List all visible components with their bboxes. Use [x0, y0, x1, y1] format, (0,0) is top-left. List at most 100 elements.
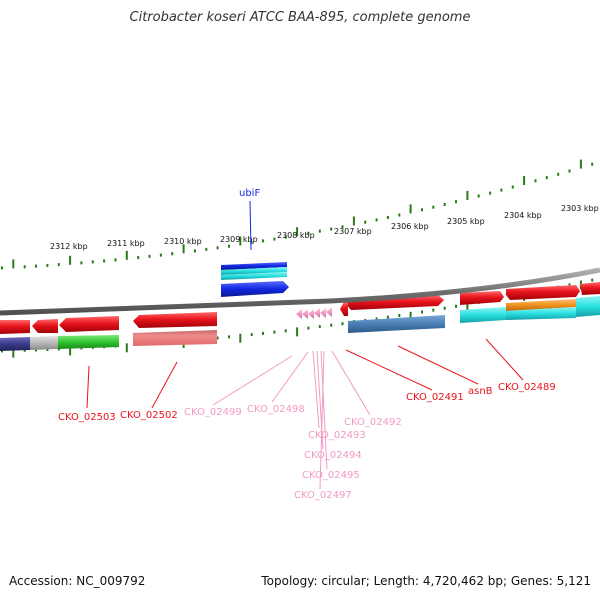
ruler-minor-tick — [148, 254, 151, 258]
ruler-minor-tick — [341, 225, 344, 229]
ruler-minor-tick — [193, 249, 196, 253]
gene-navy[interactable] — [0, 337, 30, 351]
gene-label-CKO_02502[interactable]: CKO_02502 — [120, 410, 178, 421]
gene-pink-arrow[interactable] — [302, 309, 308, 319]
ruler-minor-tick — [318, 325, 321, 329]
ruler-label: 2306 kbp — [391, 222, 429, 231]
ruler-minor-tick — [511, 185, 514, 189]
ruler-minor-tick — [228, 244, 230, 248]
ruler-major-tick — [466, 190, 469, 200]
ruler-minor-tick — [545, 176, 548, 180]
ruler-minor-tick — [455, 200, 457, 204]
gene-label-CKO_02495[interactable]: CKO_02495 — [302, 470, 360, 481]
gene-red-small[interactable] — [340, 302, 348, 316]
ruler-minor-tick — [568, 283, 571, 287]
genome-summary-text: Topology: circular; Length: 4,720,462 bp… — [261, 574, 591, 588]
ruler-minor-tick — [500, 188, 503, 192]
ruler-minor-tick — [330, 227, 333, 231]
ruler-minor-tick — [477, 194, 480, 198]
gene-red-arrow[interactable] — [32, 319, 58, 333]
ruler-minor-tick — [375, 317, 378, 321]
gene-green[interactable] — [58, 335, 119, 349]
ruler-minor-tick — [443, 203, 446, 206]
ruler-minor-tick — [432, 308, 435, 312]
ruler-minor-tick — [1, 266, 3, 270]
gene-red-arrow[interactable] — [580, 282, 600, 295]
ruler-minor-tick — [432, 205, 435, 209]
gene-label-CKO_02503[interactable]: CKO_02503 — [58, 412, 116, 423]
outer-ruler — [1, 159, 594, 270]
gene-grey[interactable] — [30, 336, 58, 350]
ruler-minor-tick — [250, 241, 253, 245]
ruler-major-tick — [352, 216, 355, 226]
accession-text: Accession: NC_009792 — [9, 574, 146, 588]
gene-pink-arrow[interactable] — [320, 308, 326, 318]
ruler-minor-tick — [137, 256, 140, 260]
gene-label-ubiF[interactable]: ubiF — [239, 188, 260, 199]
ruler-major-tick — [239, 333, 242, 343]
gene-label-CKO_02492[interactable]: CKO_02492 — [344, 417, 402, 428]
ruler-minor-tick — [216, 336, 219, 340]
ruler-major-tick — [409, 311, 412, 321]
ruler-major-tick — [239, 236, 242, 246]
ruler-minor-tick — [386, 215, 389, 219]
ruler-minor-tick — [318, 229, 321, 233]
ruler-label: 2311 kbp — [107, 239, 145, 248]
gene-pink-arrow[interactable] — [314, 308, 320, 318]
ruler-major-tick — [182, 244, 185, 254]
gene-cyan[interactable] — [506, 307, 576, 320]
gene-pink-arrow[interactable] — [296, 309, 302, 319]
gene-cyan[interactable] — [460, 307, 506, 323]
ruler-major-tick — [12, 348, 15, 358]
ruler-minor-tick — [23, 265, 26, 269]
ruler-minor-tick — [159, 253, 162, 257]
ruler-minor-tick — [114, 258, 117, 262]
gene-ubiF-cyan-2 — [221, 272, 287, 280]
gene-label-asnB[interactable]: asnB — [468, 386, 493, 397]
gene-steel[interactable] — [348, 315, 445, 333]
gene-label-CKO_02489[interactable]: CKO_02489 — [498, 382, 556, 393]
ruler-minor-tick — [216, 246, 219, 250]
gene-label-CKO_02493[interactable]: CKO_02493 — [308, 430, 366, 441]
ruler-minor-tick — [534, 179, 537, 183]
gene-red-arrow[interactable] — [133, 312, 217, 328]
gene-label-CKO_02494[interactable]: CKO_02494 — [304, 450, 362, 461]
ruler-minor-tick — [284, 329, 287, 333]
gene-pink-arrow[interactable] — [308, 309, 314, 319]
gene-label-CKO_02498[interactable]: CKO_02498 — [247, 404, 305, 415]
ruler-minor-tick — [273, 237, 276, 241]
reverse-strand — [0, 296, 600, 351]
ruler-minor-tick — [103, 259, 106, 263]
ruler-minor-tick — [591, 278, 594, 282]
gene-label-CKO_02499[interactable]: CKO_02499 — [184, 407, 242, 418]
ruler-minor-tick — [421, 208, 423, 212]
ruler-major-tick — [466, 302, 469, 312]
leader-lines — [86, 200, 524, 490]
ruler-minor-tick — [455, 304, 457, 308]
gene-labels: ubiF CKO_02503 CKO_02502 CKO_02499 CKO_0… — [58, 188, 556, 501]
gene-label-CKO_02497[interactable]: CKO_02497 — [294, 490, 352, 501]
ruler-minor-tick — [91, 260, 94, 264]
ruler-minor-tick — [171, 252, 174, 256]
ruler-major-tick — [296, 227, 299, 237]
ruler-major-tick — [409, 204, 412, 214]
ruler-major-tick — [12, 259, 15, 269]
gene-red-arrow[interactable] — [506, 285, 580, 300]
ruler-minor-tick — [273, 330, 276, 334]
ruler-major-tick — [125, 343, 128, 353]
pink-gene-cluster — [296, 307, 332, 319]
ruler-label: 2304 kbp — [504, 211, 542, 220]
gene-salmon[interactable] — [133, 330, 217, 346]
ruler-minor-tick — [23, 348, 26, 352]
gene-red-arrow[interactable] — [460, 291, 504, 305]
gene-cyan[interactable] — [576, 296, 600, 317]
gene-blue-arrow[interactable] — [221, 281, 289, 297]
ruler-major-tick — [579, 159, 582, 169]
gene-ubiF[interactable] — [221, 262, 287, 270]
gene-red-arrow[interactable] — [0, 320, 30, 334]
gene-pink-arrow[interactable] — [326, 307, 332, 317]
gene-label-CKO_02491[interactable]: CKO_02491 — [406, 392, 464, 403]
gene-red-arrow[interactable] — [59, 316, 119, 332]
ruler-minor-tick — [341, 322, 344, 326]
